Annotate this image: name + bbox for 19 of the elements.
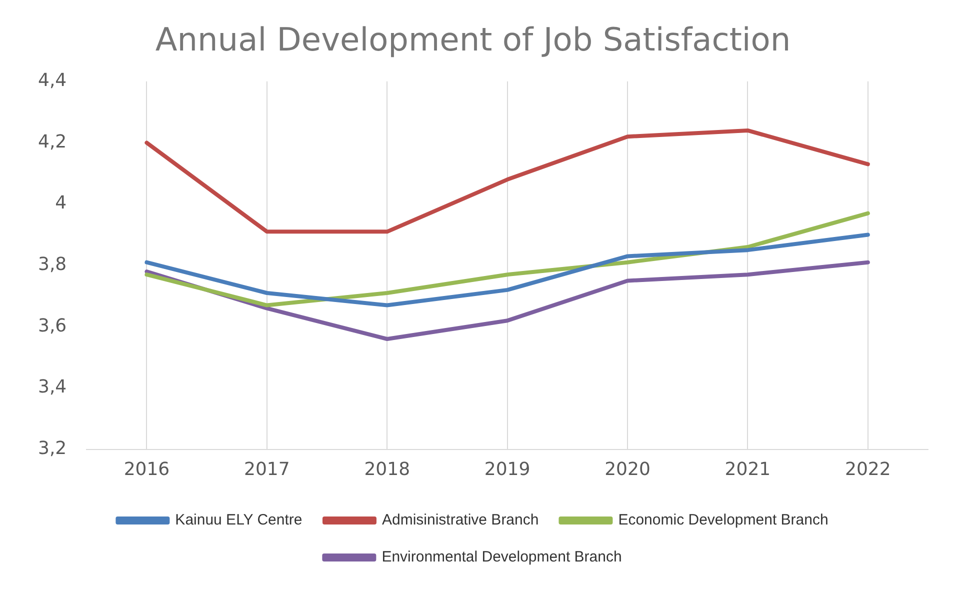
y-tick-label: 4,4 [38, 70, 67, 92]
y-tick-label: 3,8 [38, 254, 67, 276]
y-tick-label: 4,2 [38, 131, 67, 152]
legend-label: Economic Development Branch [618, 512, 828, 529]
x-tick-label: 2016 [124, 458, 170, 480]
x-tick-label: 2020 [604, 458, 650, 480]
x-tick-label: 2021 [724, 458, 771, 480]
x-tick-label: 2018 [364, 458, 410, 480]
legend-label: Environmental Development Branch [382, 548, 622, 566]
y-tick-label: 4 [55, 192, 67, 214]
y-tick-label: 3,6 [38, 315, 67, 336]
x-tick-label: 2017 [244, 458, 290, 480]
x-tick-label: 2022 [844, 458, 891, 480]
y-tick-label: 3,4 [38, 376, 67, 398]
chart-title: Annual Development of Job Satisfaction [155, 20, 791, 59]
y-tick-label: 3,2 [38, 438, 67, 460]
legend-label: Admisinistrative Branch [382, 512, 539, 529]
legend-label: Kainuu ELY Centre [175, 512, 302, 529]
x-tick-label: 2019 [484, 458, 530, 480]
